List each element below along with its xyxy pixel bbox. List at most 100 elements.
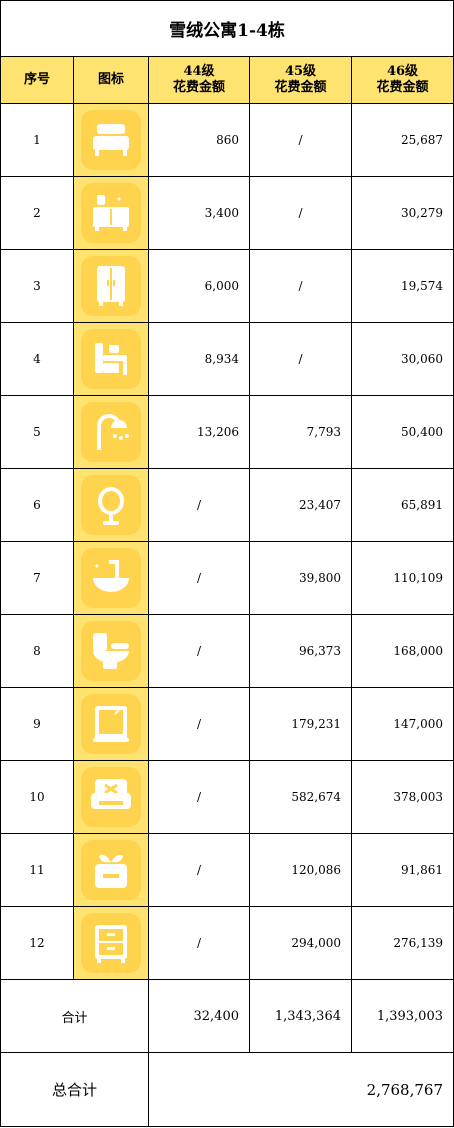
table-row: 4 8,934/30,060 bbox=[0, 322, 454, 396]
row-lv44: / bbox=[148, 468, 250, 542]
row-lv45: 120,086 bbox=[249, 833, 352, 907]
row-lv46: 19,574 bbox=[351, 249, 454, 323]
row-index: 4 bbox=[0, 322, 74, 396]
sink-icon bbox=[81, 548, 141, 608]
row-lv45: 294,000 bbox=[249, 906, 352, 980]
row-index: 10 bbox=[0, 760, 74, 834]
table-row: 7 /39,800 110,109 bbox=[0, 541, 454, 615]
row-lv46: 30,060 bbox=[351, 322, 454, 396]
row-lv44: / bbox=[148, 614, 250, 688]
table-row: 9 /179,231 147,000 bbox=[0, 687, 454, 761]
table-title: 雪绒公寓1-4栋 bbox=[0, 0, 454, 57]
row-lv46: 25,687 bbox=[351, 103, 454, 177]
total-lv44: 32,400 bbox=[148, 979, 250, 1053]
row-icon-cell bbox=[73, 322, 149, 396]
shower-icon bbox=[81, 402, 141, 462]
row-index: 3 bbox=[0, 249, 74, 323]
row-index: 7 bbox=[0, 541, 74, 615]
total-label: 合计 bbox=[0, 979, 149, 1053]
row-lv45: 23,407 bbox=[249, 468, 352, 542]
row-index: 5 bbox=[0, 395, 74, 469]
row-lv44: 6,000 bbox=[148, 249, 250, 323]
row-icon-cell bbox=[73, 103, 149, 177]
row-lv45: 7,793 bbox=[249, 395, 352, 469]
table-row: 11 /120,086 91,861 bbox=[0, 833, 454, 907]
grand-total-value: 2,768,767 bbox=[148, 1052, 454, 1127]
row-icon-cell bbox=[73, 760, 149, 834]
plant-icon bbox=[81, 840, 141, 900]
bed-icon bbox=[81, 110, 141, 170]
row-lv46: 110,109 bbox=[351, 541, 454, 615]
table-row: 3 6,000/19,574 bbox=[0, 249, 454, 323]
row-index: 2 bbox=[0, 176, 74, 250]
row-lv46: 378,003 bbox=[351, 760, 454, 834]
row-lv46: 147,000 bbox=[351, 687, 454, 761]
row-lv45: 96,373 bbox=[249, 614, 352, 688]
row-lv46: 276,139 bbox=[351, 906, 454, 980]
header-lv44: 44级 花费金额 bbox=[148, 56, 250, 104]
sofa-icon bbox=[81, 767, 141, 827]
row-lv44: / bbox=[148, 541, 250, 615]
header-lv45-label: 45级 花费金额 bbox=[274, 64, 327, 95]
table-row: 6 /23,407 65,891 bbox=[0, 468, 454, 542]
row-lv45: 179,231 bbox=[249, 687, 352, 761]
row-icon-cell bbox=[73, 176, 149, 250]
row-lv45: 39,800 bbox=[249, 541, 352, 615]
toilet-icon bbox=[81, 621, 141, 681]
row-lv45: / bbox=[249, 322, 352, 396]
header-icon: 图标 bbox=[73, 56, 149, 104]
row-lv46: 65,891 bbox=[351, 468, 454, 542]
row-icon-cell bbox=[73, 249, 149, 323]
row-icon-cell bbox=[73, 395, 149, 469]
row-lv46: 91,861 bbox=[351, 833, 454, 907]
row-lv45: / bbox=[249, 249, 352, 323]
cabinet-icon bbox=[81, 183, 141, 243]
row-lv45: / bbox=[249, 176, 352, 250]
window-icon bbox=[81, 694, 141, 754]
drawer-icon bbox=[81, 913, 141, 973]
wardrobe-icon bbox=[81, 256, 141, 316]
mirror-icon bbox=[81, 475, 141, 535]
row-lv46: 168,000 bbox=[351, 614, 454, 688]
header-lv44-label: 44级 花费金额 bbox=[172, 64, 225, 95]
row-lv44: 13,206 bbox=[148, 395, 250, 469]
total-lv46: 1,393,003 bbox=[351, 979, 454, 1053]
row-index: 8 bbox=[0, 614, 74, 688]
header-lv45: 45级 花费金额 bbox=[249, 56, 352, 104]
header-lv46: 46级 花费金额 bbox=[351, 56, 454, 104]
row-lv46: 50,400 bbox=[351, 395, 454, 469]
row-icon-cell bbox=[73, 614, 149, 688]
table-row: 8 /96,373 168,000 bbox=[0, 614, 454, 688]
header-index: 序号 bbox=[0, 56, 74, 104]
table-row: 1 860/25,687 bbox=[0, 103, 454, 177]
row-index: 11 bbox=[0, 833, 74, 907]
desk-icon bbox=[81, 329, 141, 389]
row-icon-cell bbox=[73, 468, 149, 542]
table-row: 12 /294,000 276,139 bbox=[0, 906, 454, 980]
row-icon-cell bbox=[73, 833, 149, 907]
table-row: 5 13,206 7,793 50,400 bbox=[0, 395, 454, 469]
row-lv45: / bbox=[249, 103, 352, 177]
row-lv45: 582,674 bbox=[249, 760, 352, 834]
row-lv44: / bbox=[148, 833, 250, 907]
row-icon-cell bbox=[73, 541, 149, 615]
table-row: 2 3,400/30,279 bbox=[0, 176, 454, 250]
row-lv46: 30,279 bbox=[351, 176, 454, 250]
row-index: 1 bbox=[0, 103, 74, 177]
row-lv44: 3,400 bbox=[148, 176, 250, 250]
row-lv44: / bbox=[148, 687, 250, 761]
total-lv45: 1,343,364 bbox=[249, 979, 352, 1053]
row-icon-cell bbox=[73, 906, 149, 980]
row-lv44: 8,934 bbox=[148, 322, 250, 396]
row-index: 9 bbox=[0, 687, 74, 761]
row-lv44: / bbox=[148, 760, 250, 834]
row-icon-cell bbox=[73, 687, 149, 761]
row-lv44: / bbox=[148, 906, 250, 980]
row-index: 6 bbox=[0, 468, 74, 542]
row-lv44: 860 bbox=[148, 103, 250, 177]
grand-total-label: 总合计 bbox=[0, 1052, 149, 1127]
header-lv46-label: 46级 花费金额 bbox=[376, 64, 429, 95]
row-index: 12 bbox=[0, 906, 74, 980]
table-row: 10 /582,674 378,003 bbox=[0, 760, 454, 834]
